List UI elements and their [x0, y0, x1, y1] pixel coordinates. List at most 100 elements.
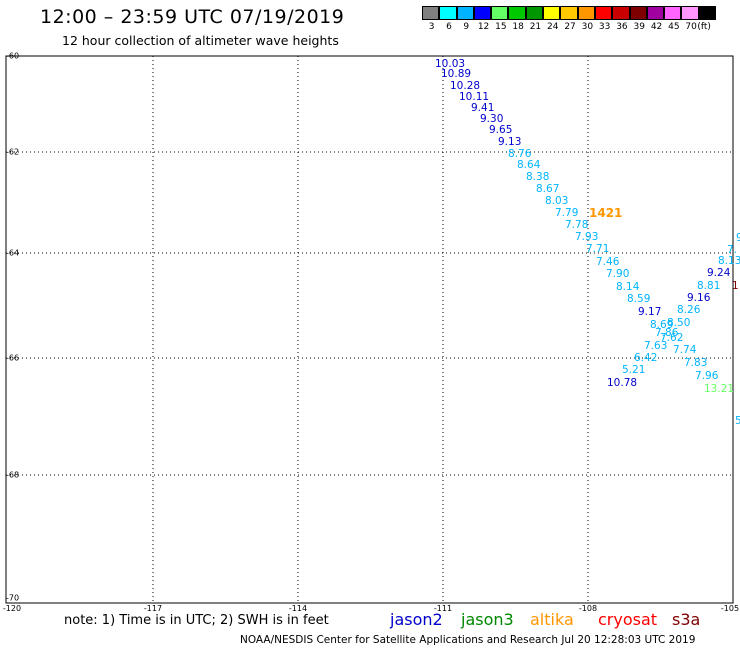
- latitude-label: -60: [6, 51, 20, 61]
- wave-height-point: 7.78: [565, 219, 589, 231]
- wave-height-point: 9: [736, 232, 740, 244]
- color-scale-label: 12: [477, 22, 490, 32]
- wave-height-point: 9.41: [471, 102, 495, 114]
- color-swatch: [698, 6, 717, 20]
- wave-height-point: 8.26: [677, 304, 701, 316]
- wave-height-point: 7.71: [586, 243, 610, 255]
- color-scale-label: 42: [650, 22, 663, 32]
- wave-height-point: 7.90: [606, 268, 630, 280]
- color-swatch: [612, 6, 630, 20]
- color-swatch: [473, 6, 492, 20]
- color-swatch: [439, 6, 457, 20]
- color-scale-label: 27: [564, 22, 576, 32]
- wave-height-point: 1: [732, 280, 739, 292]
- wave-height-point: 9.30: [480, 113, 504, 125]
- color-swatch: [664, 6, 682, 20]
- satellite-legend-jason3: jason3: [461, 610, 514, 629]
- color-swatch: [543, 6, 561, 20]
- wave-height-point: 6.42: [634, 352, 658, 364]
- wave-height-point: 9.16: [687, 292, 711, 304]
- satellite-legend-cryosat: cryosat: [598, 610, 658, 629]
- wave-height-point: 8.13: [718, 255, 740, 267]
- wave-height-point: 10.03: [435, 58, 466, 70]
- wave-height-point: 8.64: [517, 159, 541, 171]
- color-scale-label: 24: [547, 22, 559, 32]
- longitude-label: -105: [720, 604, 740, 613]
- wave-height-point: 7.86: [655, 327, 679, 339]
- satellite-legend-altika: altika: [530, 610, 574, 629]
- wave-height-point: 8.69: [650, 319, 674, 331]
- color-swatch: [629, 6, 647, 20]
- credit-line: NOAA/NESDIS Center for Satellite Applica…: [240, 634, 696, 646]
- color-scale-label: 70: [685, 22, 697, 32]
- color-swatch: [577, 6, 595, 20]
- color-swatch: [560, 6, 578, 20]
- wave-height-point: 7.74: [673, 344, 697, 356]
- color-swatch: [456, 6, 474, 20]
- longitude-label: -111: [433, 604, 453, 613]
- footer-note: note: 1) Time is in UTC; 2) SWH is in fe…: [64, 613, 329, 628]
- wave-height-point: 8.38: [526, 171, 550, 183]
- color-swatch: [681, 6, 699, 20]
- wave-height-point: 10.89: [441, 68, 472, 80]
- wave-height-point: 5.21: [622, 364, 646, 376]
- satellite-legend-jason2: jason2: [390, 610, 443, 629]
- color-swatch: [646, 6, 665, 20]
- color-swatch: [491, 6, 509, 20]
- wave-height-point: 7.: [727, 244, 738, 256]
- color-scale-label: 30: [581, 22, 594, 32]
- wave-height-point: 9.24: [707, 267, 731, 279]
- longitude-label: -120: [2, 604, 22, 613]
- longitude-label: -117: [143, 604, 163, 613]
- wave-height-point: 13.21: [704, 383, 735, 395]
- map-title: 12:00 – 23:59 UTC 07/19/2019: [40, 6, 345, 28]
- color-scale-label: (ft): [697, 22, 711, 32]
- color-swatch: [594, 6, 613, 20]
- wave-height-point: 10.28: [450, 80, 481, 92]
- wave-height-point: 7.93: [575, 231, 599, 243]
- wave-height-point: 8.59: [627, 293, 651, 305]
- wave-height-point: 8.76: [508, 148, 532, 160]
- wave-height-point: 8.50: [667, 317, 691, 329]
- latitude-label: -68: [6, 470, 20, 480]
- color-scale-label: 3: [428, 22, 435, 32]
- color-scale-label: 36: [616, 22, 628, 32]
- wave-height-point: 8.14: [616, 281, 640, 293]
- wave-height-point: 8.67: [536, 183, 560, 195]
- color-scale-label: 33: [598, 22, 611, 32]
- color-swatch: [422, 6, 440, 20]
- wave-height-point: 7.79: [555, 207, 579, 219]
- wave-height-point: 7.83: [684, 357, 708, 369]
- map-subtitle: 12 hour collection of altimeter wave hei…: [62, 33, 339, 48]
- color-scale-label: 6: [446, 22, 452, 32]
- longitude-label: -108: [578, 604, 598, 613]
- satellite-legend-s3a: s3a: [672, 610, 701, 629]
- latitude-label: -66: [6, 353, 20, 363]
- color-scale-label: 45: [668, 22, 680, 32]
- color-scale-label: 15: [495, 22, 507, 32]
- latitude-label: -62: [6, 147, 20, 157]
- latitude-label: -64: [6, 248, 20, 258]
- wave-height-point: 10.78: [607, 377, 638, 389]
- wave-height-point: 9.13: [498, 136, 522, 148]
- wave-height-point: 5: [735, 415, 740, 427]
- wave-height-point: 7.62: [660, 332, 684, 344]
- wave-height-point: 7.96: [695, 370, 719, 382]
- color-scale-label: 21: [529, 22, 542, 32]
- color-scale-label: 39: [633, 22, 645, 32]
- color-swatch: [525, 6, 544, 20]
- wave-height-point: 10.11: [459, 91, 490, 103]
- wave-height-point: 7.63: [644, 340, 668, 352]
- wave-height-point: 9.17: [638, 306, 662, 318]
- color-scale-bar: [422, 6, 717, 20]
- wave-height-point: 8.81: [697, 280, 721, 292]
- wave-height-point: 7.46: [596, 256, 620, 268]
- color-scale-label: 18: [512, 22, 524, 32]
- color-scale-label: 9: [463, 22, 470, 32]
- wave-height-point: 9.65: [489, 124, 513, 136]
- latitude-label: -70: [6, 593, 20, 603]
- longitude-label: -114: [288, 604, 308, 613]
- color-swatch: [508, 6, 526, 20]
- wave-height-point: 1421: [589, 206, 623, 220]
